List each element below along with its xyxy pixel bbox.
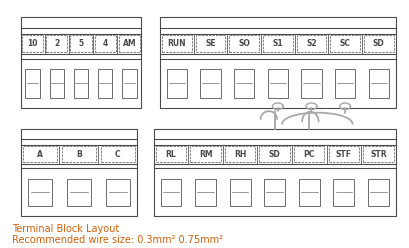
Text: RL: RL xyxy=(165,150,176,158)
Text: C: C xyxy=(115,150,120,158)
Bar xyxy=(160,179,181,206)
Text: A: A xyxy=(37,150,43,158)
Bar xyxy=(49,69,64,98)
Bar xyxy=(367,179,388,206)
Text: SD: SD xyxy=(372,39,384,48)
Text: SO: SO xyxy=(238,39,249,48)
Bar xyxy=(155,146,186,162)
Text: 10: 10 xyxy=(27,39,38,48)
Bar xyxy=(225,146,255,162)
Text: 2: 2 xyxy=(54,39,59,48)
Bar xyxy=(67,179,90,206)
Bar xyxy=(190,146,220,162)
Bar xyxy=(28,179,52,206)
Bar xyxy=(70,35,91,52)
Bar xyxy=(259,146,289,162)
Bar xyxy=(267,69,287,98)
Bar xyxy=(98,69,112,98)
Text: RM: RM xyxy=(198,150,212,158)
Bar xyxy=(195,35,225,52)
Text: RH: RH xyxy=(234,150,246,158)
Text: STF: STF xyxy=(335,150,351,158)
Bar xyxy=(368,69,388,98)
Bar xyxy=(330,35,359,52)
Bar xyxy=(362,146,393,162)
Text: Recommended wire size: 0.3mm² 0.75mm²: Recommended wire size: 0.3mm² 0.75mm² xyxy=(12,235,223,245)
Bar xyxy=(22,35,43,52)
Bar xyxy=(160,17,395,108)
Bar xyxy=(229,179,250,206)
Bar xyxy=(264,179,284,206)
Text: SE: SE xyxy=(204,39,215,48)
Bar xyxy=(334,69,354,98)
Text: 4: 4 xyxy=(102,39,108,48)
Bar xyxy=(195,179,216,206)
Bar xyxy=(363,35,393,52)
Bar xyxy=(328,146,358,162)
Text: RUN: RUN xyxy=(167,39,186,48)
Text: SD: SD xyxy=(268,150,280,158)
Text: S1: S1 xyxy=(272,39,282,48)
Bar xyxy=(301,69,321,98)
Bar xyxy=(23,146,57,162)
Bar xyxy=(20,129,137,216)
Bar xyxy=(94,35,115,52)
Bar xyxy=(153,129,395,216)
Bar xyxy=(20,17,141,108)
Bar xyxy=(101,146,135,162)
Text: PC: PC xyxy=(303,150,314,158)
Bar xyxy=(119,35,139,52)
Bar xyxy=(25,69,40,98)
Bar xyxy=(74,69,88,98)
Bar xyxy=(262,35,292,52)
Bar xyxy=(122,69,136,98)
Text: SC: SC xyxy=(339,39,350,48)
Bar xyxy=(166,69,187,98)
Bar xyxy=(162,35,191,52)
Text: 5: 5 xyxy=(78,39,83,48)
Bar xyxy=(333,179,353,206)
Bar xyxy=(46,35,67,52)
Text: STR: STR xyxy=(369,150,386,158)
Text: AM: AM xyxy=(122,39,136,48)
Text: B: B xyxy=(76,150,82,158)
Bar xyxy=(234,69,254,98)
Bar xyxy=(298,179,319,206)
Text: Terminal Block Layout: Terminal Block Layout xyxy=(12,224,119,234)
Text: S2: S2 xyxy=(306,39,316,48)
Bar xyxy=(296,35,326,52)
Bar xyxy=(229,35,258,52)
Bar xyxy=(62,146,96,162)
Bar xyxy=(293,146,324,162)
Bar xyxy=(106,179,129,206)
Bar xyxy=(200,69,220,98)
